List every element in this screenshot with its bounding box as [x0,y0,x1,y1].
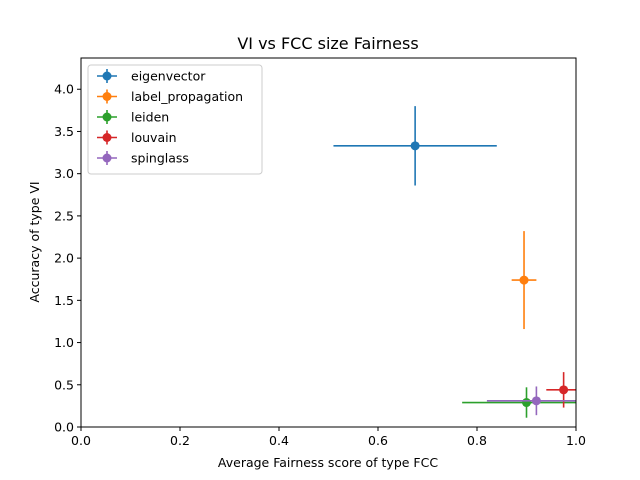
legend-item-leiden: leiden [97,110,169,125]
legend-box [87,64,263,175]
series-label-propagation [511,231,537,330]
series-eigenvector [333,106,497,186]
series-louvain [546,372,576,408]
legend-item-spinglass: spinglass [97,151,189,166]
y-tick-label: 3.0 [54,166,74,181]
legend-label: leiden [131,110,169,125]
series-spinglass [486,386,576,416]
legend-label: label_propagation [131,89,243,104]
x-tick-label: 0.4 [269,433,289,448]
data-point [519,275,529,285]
y-tick-label: 4.0 [54,82,74,97]
y-axis-label: Accuracy of type VI [27,181,42,302]
y-tick-label: 0.0 [54,420,74,435]
y-tick-label: 3.5 [54,124,74,139]
plot-area [333,106,576,418]
legend-marker-dot [102,112,112,122]
legend-marker-dot [102,92,112,101]
series-leiden [462,387,576,418]
y-tick-label: 2.0 [54,251,74,266]
x-tick-label: 0.2 [170,433,190,448]
legend-item-label-propagation: label_propagation [97,89,243,104]
x-tick-label: 0.0 [71,433,91,448]
x-tick-label: 0.8 [467,433,487,448]
legend-label: eigenvector [131,69,206,84]
x-tick-label: 0.6 [368,433,388,448]
data-point [522,398,531,408]
legend-label: louvain [131,130,177,145]
y-tick-label: 1.5 [54,293,74,308]
legend-marker-dot [102,153,112,163]
y-tick-label: 2.5 [54,208,74,223]
x-axis-label: Average Fairness score of type FCC [218,455,438,470]
data-point [410,141,420,151]
legend-item-eigenvector: eigenvector [97,69,206,84]
data-point [559,385,569,395]
legend-label: spinglass [131,151,189,166]
data-point [531,396,541,406]
legend-marker-dot [102,133,112,142]
legend-marker-dot [102,71,112,81]
plot-frame [80,57,577,428]
y-axis: 0.0 0.5 1.0 1.5 2.0 2.5 3.0 3.5 4.0 [54,82,81,435]
legend-item-louvain: louvain [97,130,177,145]
y-tick-label: 1.0 [54,335,74,350]
chart-title: VI vs FCC size Fairness [237,34,418,53]
y-tick-label: 0.5 [54,377,74,392]
x-axis: 0.0 0.2 0.4 0.6 0.8 1.0 [71,427,586,448]
x-tick-label: 1.0 [566,433,586,448]
